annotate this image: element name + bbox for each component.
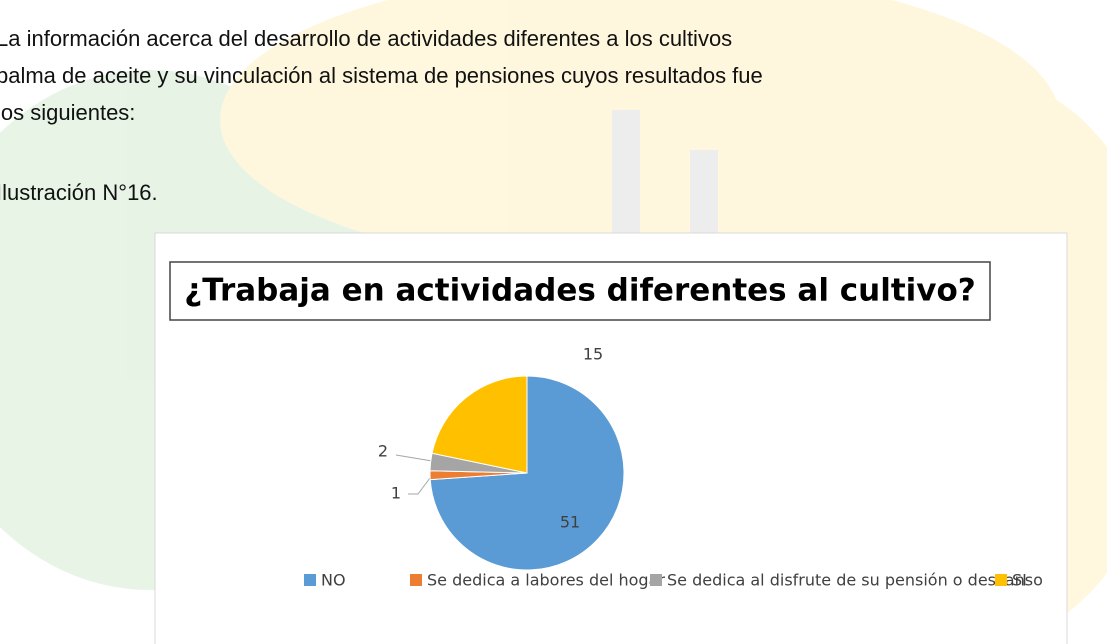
pie-slice (431, 375, 528, 474)
title-box (169, 261, 991, 321)
legend-swatch (650, 574, 662, 586)
paragraph-line: palma de aceite y su vinculación al sist… (0, 63, 763, 88)
data-label: 51 (560, 513, 580, 532)
legend-swatch (995, 574, 1007, 586)
caption: Ilustración N°16. (0, 180, 158, 205)
data-label: 1 (391, 484, 401, 503)
leader-line (395, 454, 433, 462)
legend-label: Se dedica a labores del hogar (427, 571, 665, 590)
chart-title: ¿Trabaja en actividades diferentes al cu… (184, 273, 976, 309)
data-label: 2 (378, 442, 388, 461)
legend-swatch (304, 574, 316, 586)
paragraph-line: La información acerca del desarrollo de … (0, 26, 732, 51)
data-label: 15 (583, 345, 603, 364)
legend-swatch (410, 574, 422, 586)
legend-label: SI (1012, 571, 1027, 590)
leader-line (408, 473, 434, 495)
paragraph-line: los siguientes: (0, 100, 135, 125)
legend-label: NO (321, 571, 346, 590)
legend-label: Se dedica al disfrute de su pensión o de… (667, 571, 1043, 590)
